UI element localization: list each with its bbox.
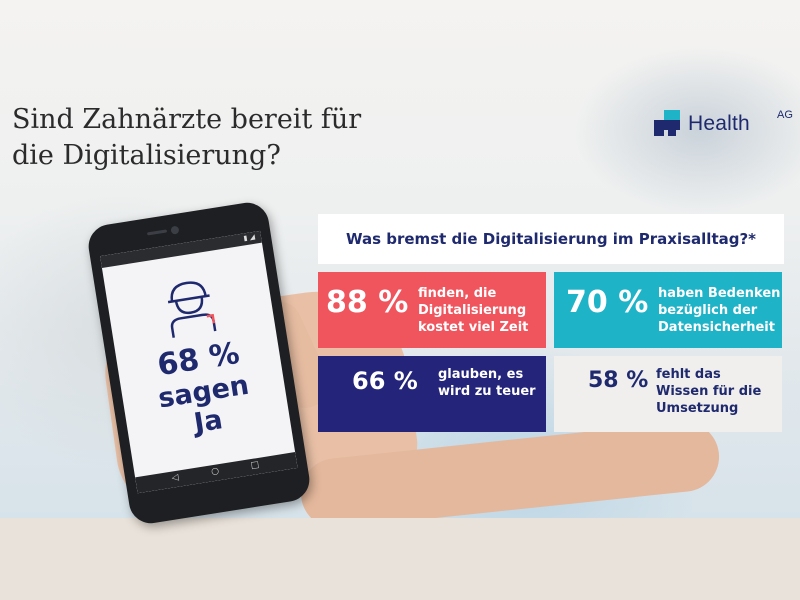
stat-card-time: 88 % finden, die Digitalisierung kostet … (318, 272, 546, 348)
stat-text: haben Bedenken bezüglich der Datensicher… (658, 285, 780, 336)
stat-text-line: finden, die (418, 286, 497, 301)
stat-text: glauben, es wird zu teuer (438, 366, 536, 400)
survey-panel: Was bremst die Digitalisierung im Praxis… (318, 214, 784, 432)
stat-text-line: bezüglich der (658, 303, 758, 318)
dentist-avatar-icon (167, 281, 217, 338)
headline-line-2: die Digitalisierung? (12, 140, 281, 171)
stat-text-line: Datensicherheit (658, 320, 775, 335)
logo-name: Health (688, 112, 750, 135)
phone-stat: 68 % sagen Ja (116, 330, 291, 450)
phone-camera (170, 225, 180, 235)
headline: Sind Zahnärzte bereit für die Digitalisi… (12, 102, 412, 174)
stat-card-security: 70 % haben Bedenken bezüglich der Datens… (554, 272, 782, 348)
health-ag-logo-icon (654, 110, 680, 136)
stat-text-line: kostet viel Zeit (418, 320, 529, 335)
smartphone: ▮ ◢ 68 % sagen Ja ◁ ○ □ (85, 199, 313, 527)
stat-text-line: Wissen für die (656, 384, 762, 399)
logo-superscript: AG (777, 109, 793, 121)
phone-speaker (146, 229, 168, 236)
nav-bar: ◁ ○ □ (135, 452, 298, 494)
phone-screen: ▮ ◢ 68 % sagen Ja ◁ ○ □ (100, 230, 298, 494)
stat-text-line: glauben, es (438, 367, 524, 382)
recents-icon: □ (249, 459, 260, 472)
stat-card-knowledge: 58 % fehlt das Wissen für die Umsetzung (554, 356, 782, 432)
stat-text: fehlt das Wissen für die Umsetzung (656, 366, 761, 417)
back-icon: ◁ (170, 472, 180, 484)
stat-text: finden, die Digitalisierung kostet viel … (418, 285, 528, 336)
stat-text-line: Umsetzung (656, 401, 739, 416)
home-icon: ○ (210, 466, 220, 478)
stat-text-line: wird zu teuer (438, 384, 536, 399)
stat-card-cost: 66 % glauben, es wird zu teuer (318, 356, 546, 432)
stat-percent: 66 % (352, 367, 418, 395)
headline-line-1: Sind Zahnärzte bereit für (12, 104, 362, 135)
stat-text-line: haben Bedenken (658, 286, 781, 301)
bottom-band (0, 518, 800, 600)
stat-percent: 58 % (588, 368, 649, 393)
stat-text-line: Digitalisierung (418, 303, 527, 318)
stat-text-line: fehlt das (656, 367, 721, 382)
stat-percent: 88 % (326, 285, 409, 320)
status-bar: ▮ ◢ (100, 230, 262, 269)
survey-title: Was bremst die Digitalisierung im Praxis… (318, 214, 784, 264)
stat-percent: 70 % (566, 285, 649, 320)
